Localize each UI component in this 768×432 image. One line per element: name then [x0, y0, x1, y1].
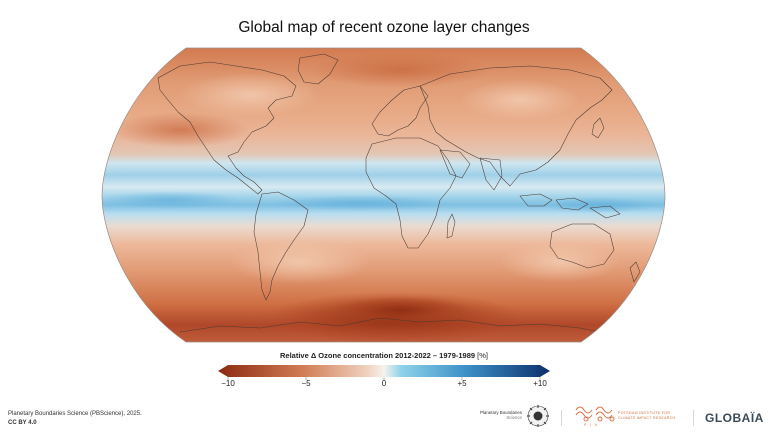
- legend-title-text: Relative Δ Ozone concentration 2012-2022…: [279, 351, 476, 360]
- license-line: CC BY 4.0: [8, 420, 37, 426]
- logo-divider: [561, 410, 562, 426]
- colorbar-ticks: [227, 377, 541, 380]
- colorbar-tick-label: +10: [533, 379, 547, 388]
- colorbar-tick-label: 0: [381, 379, 387, 388]
- logo-divider: [693, 410, 694, 426]
- globaia-logo: GLOBAÏA: [705, 411, 764, 425]
- colorbar-tick-label: −10: [221, 379, 235, 388]
- colorbar-gradient: [218, 365, 550, 377]
- ozone-field: [102, 48, 665, 342]
- legend-unit: [%]: [477, 351, 488, 360]
- colorbar: [218, 365, 550, 380]
- legend-title: Relative Δ Ozone concentration 2012-2022…: [0, 351, 768, 360]
- pik-logo-line1: POTSDAM INSTITUTE FOR: [618, 411, 671, 415]
- colorbar-tick-label: −5: [301, 379, 311, 388]
- globe-border: [101, 47, 666, 343]
- colorbar-tick-label: +5: [457, 379, 467, 388]
- pik-logo-line2: CLIMATE IMPACT RESEARCH: [618, 416, 676, 420]
- pik-logo-mark-icon: [575, 406, 615, 422]
- continent-outlines: [157, 53, 641, 335]
- pb-logo-line2: Science: [506, 415, 522, 421]
- pb-logo-mark-icon: [527, 405, 549, 427]
- pik-logo-short: P I K: [584, 423, 600, 427]
- pb-logo-line1: Planetary Boundaries: [480, 410, 522, 415]
- credit-line: Planetary Boundaries Science (PBScience)…: [8, 411, 142, 417]
- pik-logo: POTSDAM INSTITUTE FOR CLIMATE IMPACT RES…: [568, 403, 688, 431]
- pb-science-logo: Planetary Boundaries Science: [472, 404, 552, 432]
- map-title: Global map of recent ozone layer changes: [238, 19, 530, 36]
